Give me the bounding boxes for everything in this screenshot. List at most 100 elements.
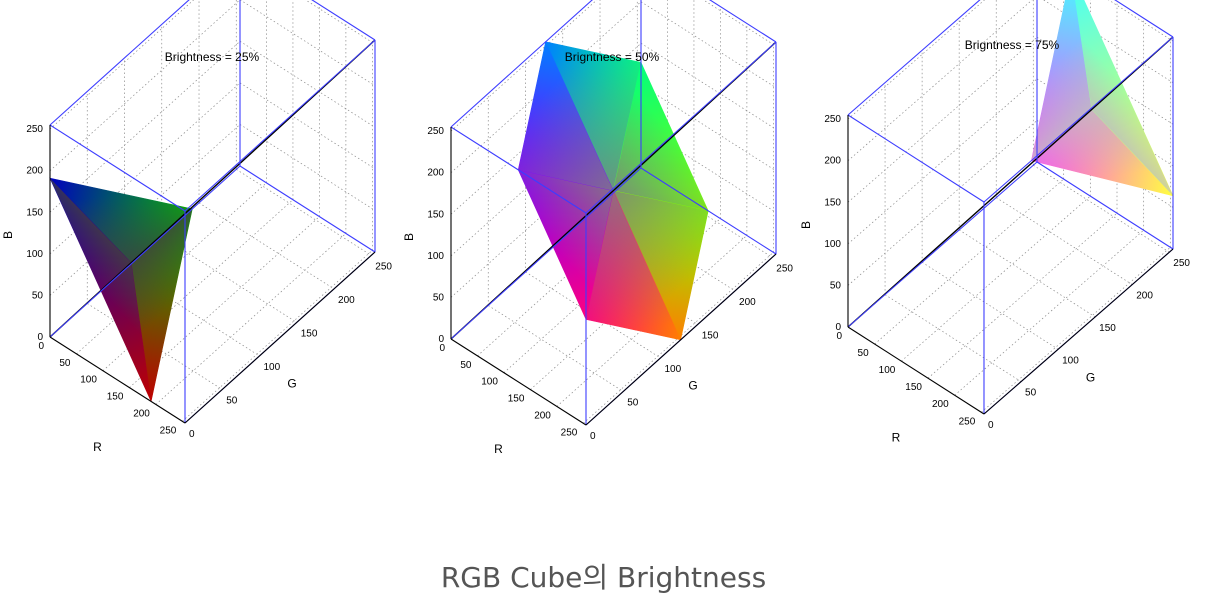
grid-line [161, 236, 297, 323]
g-axis-label: G [1086, 371, 1095, 385]
grid-line [927, 212, 1118, 379]
b-axis-label: B [402, 233, 416, 241]
r-tick-label: 100 [879, 365, 896, 376]
r-tick-label: 100 [481, 377, 498, 388]
grid-line [702, 0, 777, 47]
b-tick-label: 50 [32, 290, 44, 301]
grid-line [124, 269, 260, 357]
grid-lines [49, 0, 376, 422]
gray-diagonal-line [847, 36, 1174, 328]
grid-line [954, 229, 1144, 396]
b-tick-label: 50 [433, 292, 445, 303]
chart-title: Brigntness = 75% [965, 38, 1060, 52]
b-tick-label: 200 [427, 168, 444, 179]
cube-edge [184, 39, 376, 212]
r-tick-label: 150 [107, 392, 124, 403]
g-tick-label: 0 [189, 429, 195, 440]
cube-edge [1114, 0, 1174, 38]
plane-blend [1075, 0, 1173, 196]
grid-line [49, 82, 241, 255]
r-tick-label: 50 [460, 360, 472, 371]
grid-line [847, 120, 1038, 286]
grid-line [155, 233, 347, 405]
b-axis-label: B [1, 231, 15, 239]
grid-line [556, 235, 748, 407]
grid-line [129, 216, 320, 388]
grid-line [1108, 0, 1174, 42]
b-axis-label: B [799, 221, 813, 229]
grid-line [640, 42, 777, 130]
gray-diagonal-line [49, 39, 376, 338]
cube-panel-1: 0005050501001001001501501502002002002502… [1, 0, 392, 454]
g-tick-label: 200 [1136, 291, 1153, 302]
axis-labels: B R G [799, 221, 1095, 445]
cube-panel-2: 0005050501001001001501501502002002002502… [402, 0, 793, 456]
cube-edge [450, 126, 587, 214]
r-tick-label: 200 [133, 408, 150, 419]
g-tick-label: 100 [1062, 355, 1079, 366]
r-tick-label: 150 [508, 394, 525, 405]
tick-labels: 0005050501001001001501501502002002002502… [427, 126, 793, 442]
cube-edge [239, 165, 376, 253]
cube-edge [585, 41, 777, 214]
grid-lines [847, 0, 1174, 413]
plane-blend [50, 178, 152, 402]
cube-edge [847, 0, 981, 116]
grid-line [239, 40, 376, 128]
figure-caption: RGB Cube의 Brightness [440, 561, 767, 594]
grid-line [239, 82, 376, 170]
grid-line [996, 197, 1133, 285]
b-tick-label: 150 [427, 209, 444, 220]
g-axis-line [983, 248, 1174, 415]
cube-edge [49, 165, 241, 338]
r-tick-label: 0 [836, 331, 842, 342]
g-tick-label: 200 [338, 295, 355, 306]
r-tick-label: 200 [534, 410, 551, 421]
g-tick-label: 250 [776, 263, 793, 274]
b-tick-label: 150 [824, 197, 841, 208]
cube-edge [311, 0, 376, 41]
b-tick-label: 100 [26, 249, 43, 260]
gray-diagonal-line [450, 41, 777, 340]
plane-blend [613, 62, 709, 211]
axis-labels: B R G [402, 233, 698, 456]
plane-blend [518, 41, 614, 191]
r-axis-line [450, 338, 587, 426]
r-tick-label: 250 [959, 416, 976, 427]
grid-line [49, 124, 241, 296]
cube-edge [49, 124, 186, 212]
grid-line [102, 199, 294, 371]
grid-line [1043, 0, 1174, 84]
g-tick-label: 250 [375, 261, 392, 272]
grid-line [847, 0, 1033, 161]
grid-line [583, 252, 774, 424]
plane-blend [613, 190, 709, 340]
b-tick-label: 150 [26, 207, 43, 218]
grid-line [901, 195, 1091, 362]
b-tick-label: 0 [37, 332, 43, 343]
grid-line [182, 250, 373, 422]
g-tick-label: 50 [226, 395, 238, 406]
brightness-plane [517, 40, 709, 341]
cube-edge [49, 0, 190, 126]
r-tick-label: 0 [439, 343, 445, 354]
g-tick-label: 200 [739, 297, 756, 308]
grid-line [49, 41, 241, 213]
g-axis-line [184, 251, 376, 424]
grid-line [640, 126, 777, 213]
plane-blend [50, 178, 193, 263]
plane-blend [585, 190, 681, 340]
g-tick-label: 150 [1099, 323, 1116, 334]
r-tick-label: 150 [905, 382, 922, 393]
grid-line [884, 294, 1022, 382]
grid-line [958, 229, 1096, 318]
r-tick-label: 50 [858, 348, 870, 359]
g-tick-label: 50 [1025, 388, 1037, 399]
cube-edge [847, 114, 985, 203]
chart-title: Brightness = 25% [165, 50, 260, 64]
grid-line [198, 202, 335, 290]
r-tick-label: 50 [59, 358, 71, 369]
b-tick-label: 100 [824, 239, 841, 250]
plane-blend [545, 41, 642, 191]
r-axis-line [847, 326, 985, 415]
